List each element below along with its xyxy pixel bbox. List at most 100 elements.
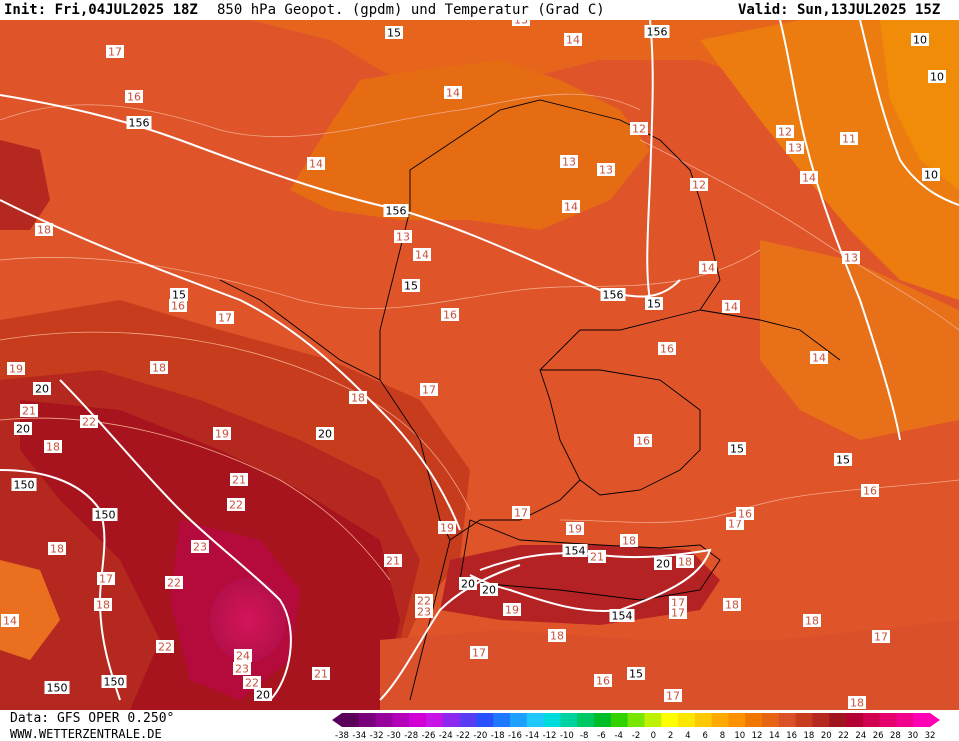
temperature-label: 17 (216, 311, 234, 325)
legend-tick-label: 22 (838, 731, 849, 741)
map-title: 850 hPa Geopot. (gpdm) und Temperatur (G… (217, 2, 605, 18)
temperature-label: 18 (44, 440, 62, 454)
valid-time-text: Valid: Sun,13JUL2025 15Z (738, 2, 941, 18)
legend-swatch (862, 713, 881, 727)
temperature-label-box (548, 629, 566, 642)
temperature-label-text: 17 (514, 507, 528, 520)
legend-tick-label: -34 (352, 731, 366, 741)
temperature-label-box (669, 596, 687, 609)
temperature-label-box (722, 300, 740, 313)
temperature-label: 18 (723, 598, 741, 612)
temperature-label: 16 (594, 674, 612, 688)
temperature-label-box (564, 33, 582, 46)
temperature-label-box (861, 484, 879, 497)
temperature-label: 13 (842, 251, 860, 265)
temperature-label-text: 19 (9, 363, 23, 376)
temperature-label: 16 (169, 299, 187, 313)
temperature-label: 23 (415, 605, 433, 619)
temperature-label-text: 16 (660, 343, 674, 356)
geopotential-label-layer: 15 156 10 10 156 10 156 15 15 156 15 20 20 20 15 15 150 1… (11, 25, 946, 702)
website-text: WWW.WETTERZENTRALE.DE (10, 727, 162, 741)
temperature-label-text: 13 (562, 156, 576, 169)
temperature-label: 13 (512, 20, 530, 27)
legend-swatch (610, 713, 629, 727)
geopotential-label-text: 20 (35, 383, 49, 396)
legend-tick-label: -30 (387, 731, 401, 741)
geopotential-label-box (644, 25, 670, 38)
geopotential-label-box (480, 583, 498, 596)
temperature-label-text: 18 (96, 599, 110, 612)
temperature-label-box (213, 427, 231, 440)
temperature-label-box (191, 540, 209, 553)
temperature-label-box (94, 598, 112, 611)
legend-swatch (812, 713, 830, 727)
data-source-text: Data: GFS OPER 0.250° (10, 711, 175, 726)
legend-swatch (560, 713, 578, 727)
legend-swatch (711, 713, 729, 727)
temperature-label: 22 (243, 676, 261, 690)
temperature-label: 13 (786, 141, 804, 155)
temperature-label-text: 14 (3, 615, 17, 628)
geopotential-label: 15 (402, 279, 420, 293)
geopotential-label-text: 156 (603, 289, 624, 302)
temperature-label: 18 (620, 534, 638, 548)
temperature-label-text: 17 (422, 384, 436, 397)
legend-tick-label: -16 (508, 731, 522, 741)
temperature-label: 17 (872, 630, 890, 644)
temperature-label-text: 16 (863, 485, 877, 498)
temperature-label-text: 12 (778, 126, 792, 139)
legend-swatches (332, 713, 940, 727)
geopotential-label: 10 (922, 168, 940, 182)
legend-swatch (526, 713, 545, 727)
legend-swatch (358, 713, 377, 727)
temperature-label-text: 11 (842, 133, 856, 146)
temperature-label-text: 23 (235, 663, 249, 676)
temperature-label-box (230, 473, 248, 486)
temperature-label: 24 (234, 649, 252, 663)
temperature-label: 17 (664, 689, 682, 703)
temperature-field-17-south (380, 620, 959, 710)
temperature-label-text: 14 (724, 301, 738, 314)
geopotential-label-text: 15 (629, 668, 643, 681)
temperature-label-text: 16 (636, 435, 650, 448)
geopotential-label-box (645, 297, 663, 310)
geopotential-label: 20 (33, 382, 51, 396)
geopotential-label: 15 (170, 288, 188, 302)
geopotential-label-text: 20 (656, 558, 670, 571)
temperature-label: 14 (562, 200, 580, 214)
legend-tick-label: -26 (422, 731, 436, 741)
temperature-label: 22 (156, 640, 174, 654)
temperature-label: 14 (1, 614, 19, 628)
temperature-label-text: 22 (417, 595, 431, 608)
temperature-label-box (786, 141, 804, 154)
geopotential-label-text: 20 (482, 584, 496, 597)
geopotential-label: 150 (101, 675, 127, 689)
geopotential-label-text: 20 (16, 423, 30, 436)
temperature-label-box (676, 555, 694, 568)
temperature-label-box (444, 86, 462, 99)
temperature-label: 17 (512, 506, 530, 520)
temperature-label-text: 17 (666, 690, 680, 703)
temperature-label-box (233, 662, 251, 675)
temperature-label-box (503, 603, 521, 616)
geopotential-label-text: 15 (647, 298, 661, 311)
geopotential-label: 156 (644, 25, 670, 39)
temperature-label-box (803, 614, 821, 627)
init-time-text: Init: Fri,04JUL2025 18Z (4, 2, 198, 18)
temperature-label-box (150, 361, 168, 374)
temperature-label-box (669, 606, 687, 619)
temperature-label-text: 14 (802, 172, 816, 185)
geopotential-label-box (101, 675, 127, 688)
temperature-label: 17 (106, 45, 124, 59)
temperature-label-box (560, 155, 578, 168)
temperature-label: 14 (564, 33, 582, 47)
legend-tick-label: 24 (855, 731, 866, 741)
temperature-label-text: 14 (446, 87, 460, 100)
geopotential-label: 154 (609, 609, 635, 623)
temperature-label: 12 (630, 122, 648, 136)
geopotential-label: 15 (385, 26, 403, 40)
temperature-label-text: 19 (215, 428, 229, 441)
temperature-label-text: 21 (22, 405, 36, 418)
temperature-label-text: 19 (568, 523, 582, 536)
temperature-label-text: 18 (351, 392, 365, 405)
